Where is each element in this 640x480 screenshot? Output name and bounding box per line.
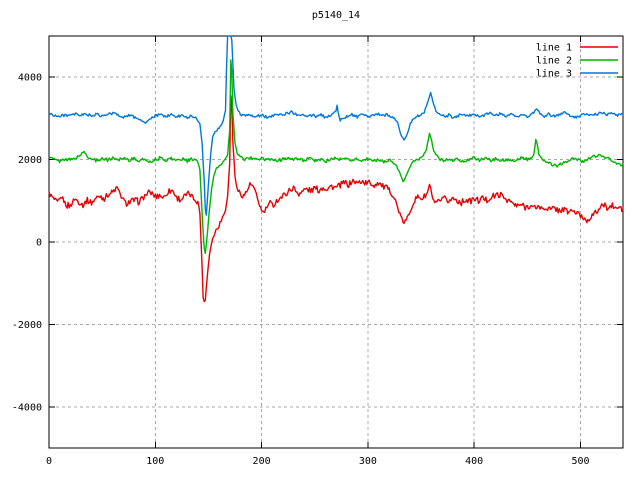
series-layer [48,35,624,303]
series-line-3 [48,35,624,216]
grid-layer [50,37,622,447]
legend-label: line 3 [536,69,572,80]
legend-entry: line 2 [536,56,618,67]
x-tick-label: 300 [359,456,377,467]
y-tick-label: 0 [36,238,42,249]
x-tick-label: 500 [571,456,589,467]
legend-entry: line 3 [536,69,618,80]
chart-title: p5140_14 [312,10,360,21]
series-line-2 [48,59,624,255]
y-tick-label: 2000 [18,155,42,166]
x-tick-label: 200 [253,456,271,467]
y-tick-label: 4000 [18,73,42,84]
legend-label: line 2 [536,56,572,67]
series-line-1 [48,95,624,303]
legend-label: line 1 [536,43,572,54]
y-tick-label: -2000 [12,320,42,331]
x-tick-label: 0 [46,456,52,467]
legend: line 1 line 2 line 3 [536,43,618,80]
y-tick-label: -4000 [12,402,42,413]
x-tick-label: 400 [465,456,483,467]
x-tick-label: 100 [146,456,164,467]
axes-layer: 0 100 200 300 400 500 -4000 -2000 0 2000 4000 [12,35,624,467]
legend-entry: line 1 [536,43,618,54]
